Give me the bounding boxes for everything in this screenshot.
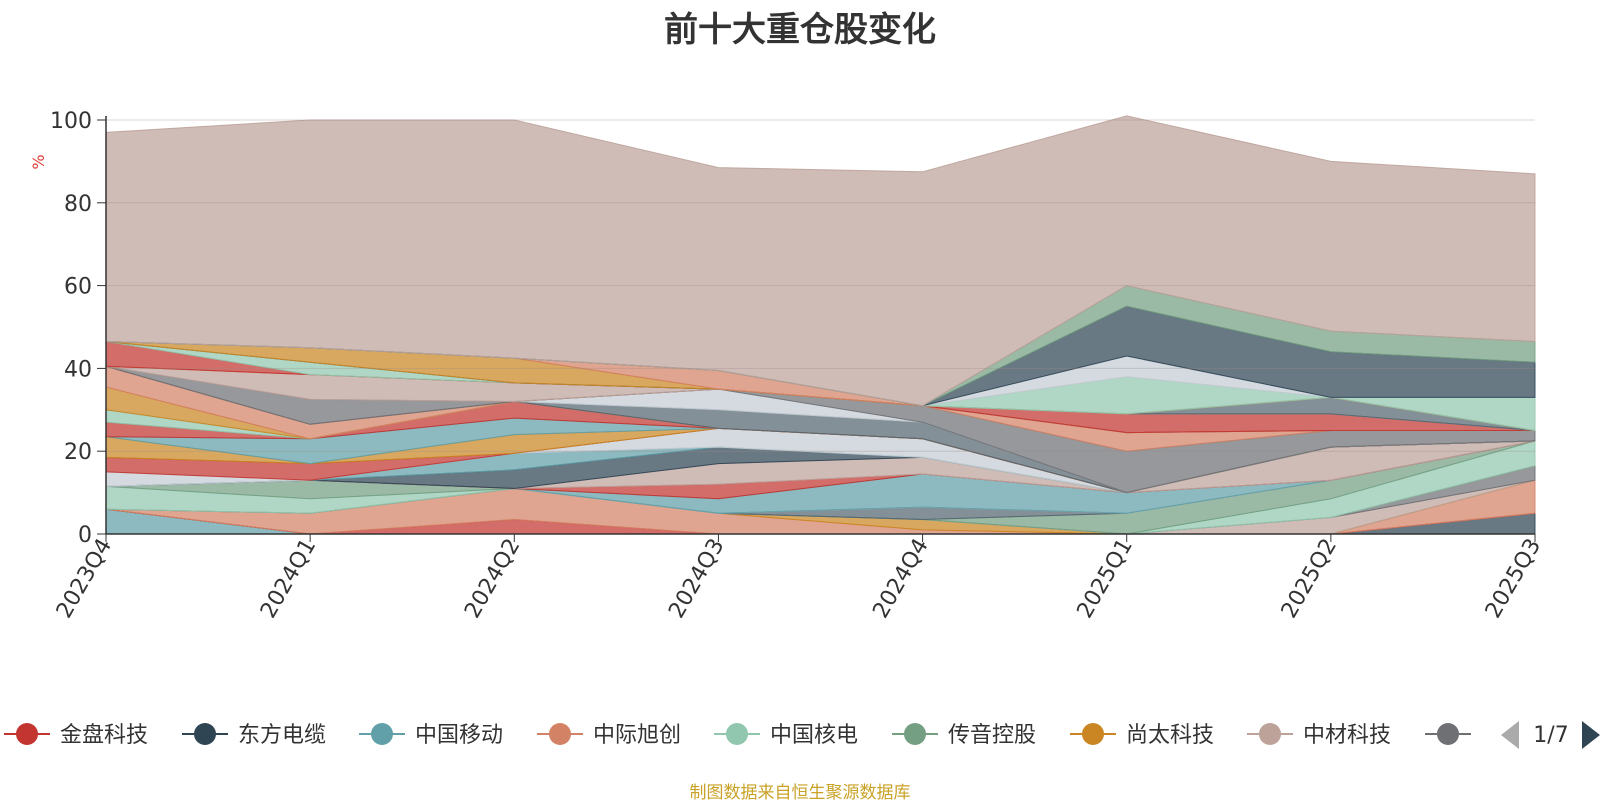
legend-label: 东方电缆 <box>238 723 326 748</box>
source-note: 制图数据来自恒生聚源数据库 <box>689 783 911 803</box>
legend-item: 中材科技 <box>1247 723 1391 748</box>
legend-next-icon <box>1582 721 1600 749</box>
legend-item: 中国核电 <box>714 723 858 748</box>
legend-item: 金盘科技 <box>4 723 148 748</box>
y-tick-label: 100 <box>50 109 92 134</box>
gridlines <box>106 119 1535 452</box>
legend-label: 中材科技 <box>1303 723 1391 748</box>
legend-item: 传音控股 <box>892 723 1036 748</box>
y-tick-label: 60 <box>64 275 92 300</box>
legend-item: 中际旭创 <box>537 723 681 748</box>
legend-marker <box>1082 723 1104 745</box>
y-tick-label: 80 <box>64 192 92 217</box>
legend-pager: 1/7 <box>1501 721 1600 749</box>
legend-page-indicator: 1/7 <box>1533 723 1568 748</box>
legend-label: 尚太科技 <box>1126 723 1214 748</box>
x-tick-label: 2024Q2 <box>460 535 525 623</box>
legend-marker <box>904 723 926 745</box>
legend-label: 中国核电 <box>770 723 858 748</box>
legend-item: 东方电缆 <box>182 723 326 748</box>
legend-marker <box>194 723 216 745</box>
area-series-group <box>105 115 1536 535</box>
y-tick-label: 40 <box>64 357 92 382</box>
area-series-40 <box>105 115 1536 407</box>
y-tick-label: 0 <box>78 523 92 548</box>
x-tick-label: 2024Q4 <box>868 535 933 623</box>
legend-item <box>1425 723 1471 745</box>
x-tick-label: 2025Q3 <box>1481 535 1546 623</box>
legend-marker <box>1259 723 1281 745</box>
legend-label: 金盘科技 <box>60 723 148 748</box>
x-tick-label: 2025Q1 <box>1073 535 1138 623</box>
chart-title: 前十大重仓股变化 <box>664 10 936 50</box>
legend-label: 中国移动 <box>415 723 503 748</box>
legend-marker <box>1437 723 1459 745</box>
legend-item: 中国移动 <box>359 723 503 748</box>
x-tick-label: 2024Q1 <box>256 535 321 623</box>
x-tick-label: 2024Q3 <box>664 535 729 623</box>
y-tick-label: 20 <box>64 440 92 465</box>
legend-marker <box>549 723 571 745</box>
legend-marker <box>16 723 38 745</box>
legend-item: 尚太科技 <box>1070 723 1214 748</box>
legend-label: 传音控股 <box>948 723 1036 748</box>
legend-marker <box>726 723 748 745</box>
legend: 金盘科技 东方电缆 中国移动 中际旭创 中国核电 传音控股 尚太科技 中材科技 1/7 <box>4 721 1600 749</box>
legend-marker <box>371 723 393 745</box>
legend-label: 中际旭创 <box>593 723 681 748</box>
y-axis-unit: % <box>29 154 48 169</box>
x-tick-label: 2025Q2 <box>1277 535 1342 623</box>
legend-prev-icon <box>1501 721 1519 749</box>
